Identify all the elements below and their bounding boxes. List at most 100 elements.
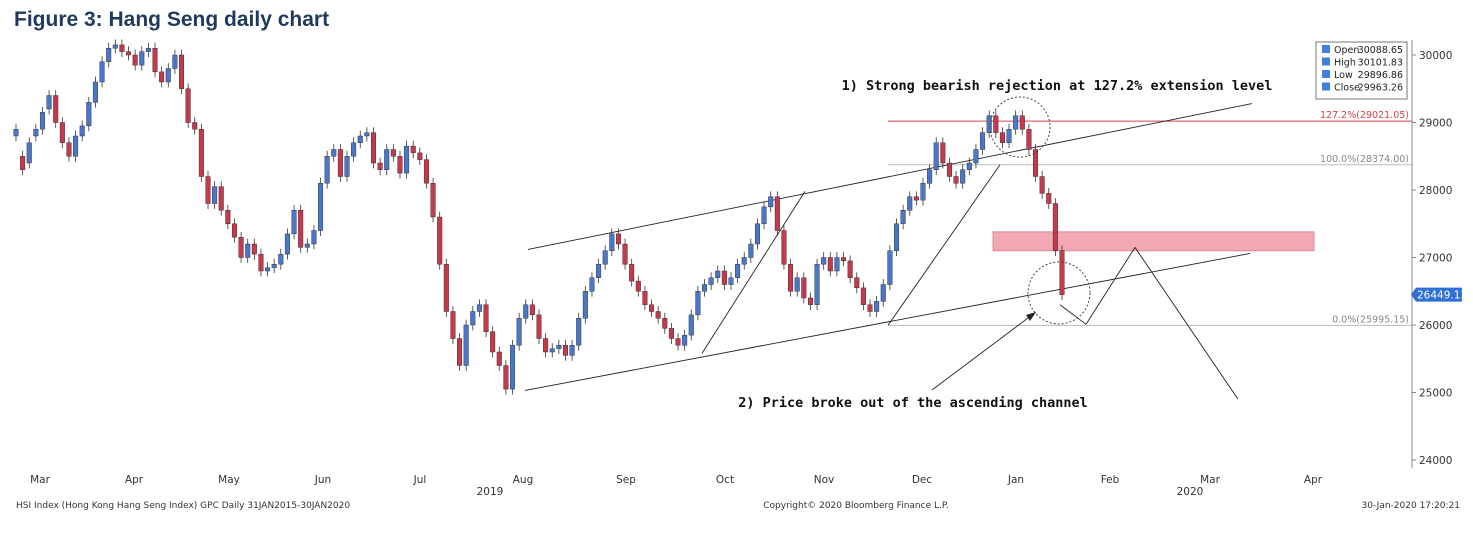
legend-swatch: [1322, 45, 1330, 53]
candle: [258, 253, 264, 272]
candle: [682, 334, 688, 346]
trend-line: [1085, 247, 1136, 325]
candle: [324, 156, 330, 184]
legend-label: Close: [1334, 83, 1360, 94]
legend-value: 30101.83: [1358, 58, 1403, 69]
candle: [304, 243, 310, 248]
candle: [1006, 129, 1012, 143]
candle: [13, 129, 19, 137]
fib-label: 0.0%(25995.15): [1332, 314, 1409, 325]
candle: [417, 152, 423, 160]
candle: [145, 48, 151, 52]
candle: [1052, 203, 1058, 251]
candle: [39, 112, 45, 130]
candle: [874, 301, 880, 312]
candle: [185, 88, 191, 123]
breakout-circle: [1027, 261, 1091, 325]
y-tick-label: 24000: [1419, 455, 1452, 467]
fib-label: 127.2%(29021.05): [1320, 110, 1409, 121]
candle: [470, 311, 476, 326]
candle: [642, 291, 648, 305]
candle: [980, 132, 986, 150]
candle: [397, 156, 403, 174]
annotation-arrow: [931, 314, 1033, 391]
candle: [576, 318, 582, 346]
candle: [668, 328, 674, 339]
candle: [99, 61, 105, 83]
candle: [946, 162, 952, 177]
footer-right: 30-Jan-2020 17:20:21: [1361, 501, 1460, 511]
candle: [384, 149, 390, 170]
candle: [920, 183, 926, 201]
candle: [569, 345, 575, 356]
candle: [629, 264, 635, 282]
candle: [503, 365, 509, 390]
x-tick-label: Sep: [616, 474, 636, 486]
rejection-circle: [989, 96, 1051, 158]
candle: [271, 264, 277, 268]
candle: [59, 122, 65, 143]
candle: [860, 287, 866, 305]
candle: [821, 257, 827, 265]
y-tick-label: 27000: [1419, 253, 1452, 265]
candle: [834, 257, 840, 272]
candle: [79, 125, 85, 137]
candle: [609, 233, 615, 251]
candle: [635, 280, 641, 292]
x-tick-label: Oct: [716, 474, 734, 486]
x-year-label: 2020: [1177, 486, 1204, 498]
candle: [960, 169, 966, 184]
candle: [73, 135, 79, 157]
candle: [165, 68, 171, 83]
legend-swatch: [1322, 70, 1330, 78]
candle: [152, 48, 158, 73]
x-tick-label: Mar: [30, 474, 50, 486]
candle: [966, 162, 972, 170]
candle: [86, 102, 92, 127]
candle: [139, 51, 145, 66]
candle: [251, 243, 257, 255]
candle: [741, 257, 747, 265]
candle: [179, 54, 185, 89]
x-tick-label: Apr: [1304, 474, 1323, 486]
trend-line: [701, 191, 806, 354]
trend-line: [524, 253, 1251, 391]
candle: [351, 142, 357, 157]
candle: [1026, 129, 1032, 150]
candle: [589, 277, 595, 292]
legend-label: Open: [1334, 45, 1359, 56]
y-tick-label: 25000: [1419, 388, 1452, 400]
legend-value: 29896.86: [1358, 70, 1403, 81]
x-tick-label: Feb: [1101, 474, 1120, 486]
candle: [457, 338, 463, 366]
legend-label: Low: [1334, 70, 1353, 81]
candle: [880, 284, 886, 302]
x-tick-label: Jul: [413, 474, 427, 486]
candle: [675, 338, 681, 346]
candle: [496, 351, 502, 366]
candle: [529, 304, 535, 316]
x-tick-label: Nov: [814, 474, 835, 486]
candle: [993, 115, 999, 133]
x-tick-label: Jan: [1007, 474, 1024, 486]
candle: [33, 129, 39, 137]
candle: [198, 129, 204, 177]
candle: [602, 250, 608, 265]
candle: [695, 291, 701, 316]
candle: [781, 230, 787, 265]
candle: [265, 267, 271, 272]
candle: [20, 156, 26, 170]
candle: [238, 237, 244, 258]
legend-value: 29963.26: [1358, 83, 1403, 94]
trend-line: [527, 103, 1253, 250]
candle: [112, 44, 118, 49]
x-tick-label: May: [218, 474, 240, 486]
x-tick-label: Apr: [125, 474, 144, 486]
candle: [476, 304, 482, 312]
candle: [450, 311, 456, 339]
legend-value: 30088.65: [1358, 45, 1403, 56]
candle: [788, 264, 794, 292]
candle: [1039, 176, 1045, 194]
candle: [284, 233, 290, 255]
candle: [649, 304, 655, 312]
